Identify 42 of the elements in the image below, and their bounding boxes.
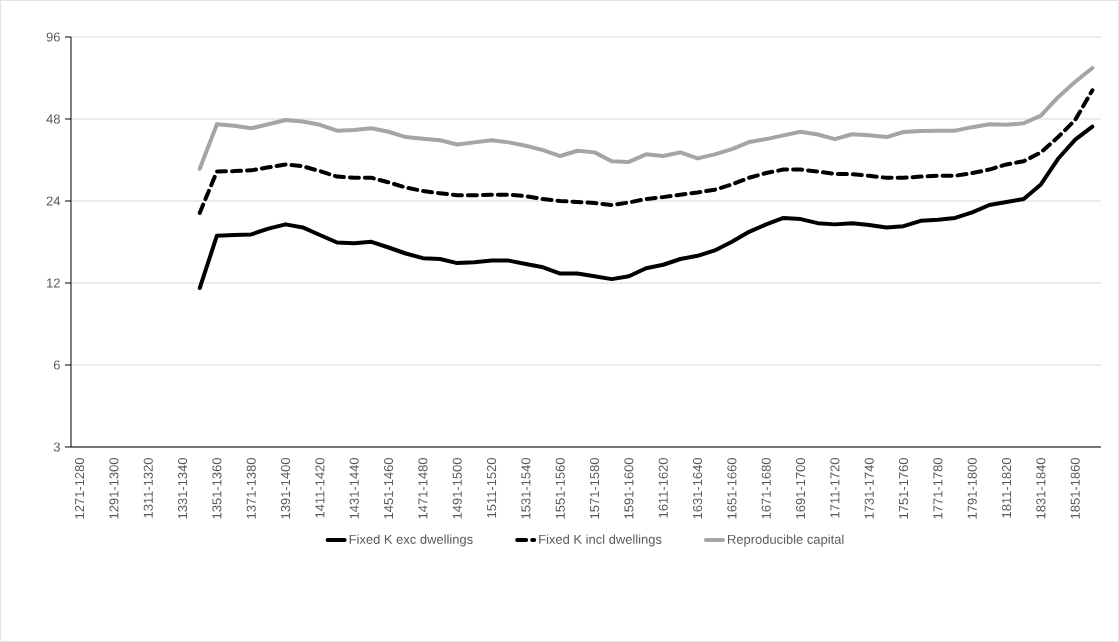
x-tick-label: 1611-1620 bbox=[658, 458, 668, 518]
y-tick-label: 3 bbox=[53, 442, 60, 452]
x-tick-label: 1491-1500 bbox=[452, 458, 462, 519]
x-tick-label: 1451-1460 bbox=[383, 458, 394, 519]
line-series bbox=[197, 124, 1095, 291]
x-tick-label: 1811-1820 bbox=[1001, 458, 1012, 518]
x-tick-label: 1831-1840 bbox=[1036, 458, 1046, 519]
x-tick-label: 1771-1780 bbox=[933, 458, 943, 519]
x-tick-label: 1651-1660 bbox=[727, 458, 737, 519]
x-tick-label: 1671-1680 bbox=[761, 458, 771, 519]
y-tick-label: 24 bbox=[46, 196, 61, 206]
x-tick-label: 1731-1740 bbox=[864, 458, 874, 519]
x-tick-label: 1531-1540 bbox=[521, 458, 531, 519]
line-series bbox=[197, 65, 1095, 171]
x-tick-label: 1391-1400 bbox=[280, 458, 291, 519]
x-tick-label: 1571-1580 bbox=[589, 458, 600, 519]
x-tick-label: 1591-1600 bbox=[624, 458, 634, 519]
x-tick-label: 1851-1860 bbox=[1070, 458, 1080, 519]
x-tick-label: 1411-1420 bbox=[315, 458, 325, 518]
y-tick-label: 96 bbox=[46, 32, 60, 42]
x-tick-label: 1551-1560 bbox=[555, 458, 565, 519]
x-tick-label: 1311-1320 bbox=[143, 458, 153, 518]
x-tick-label: 1791-1800 bbox=[967, 458, 977, 519]
x-tick-label: 1291-1300 bbox=[109, 458, 119, 519]
x-tick-label: 1351-1360 bbox=[212, 458, 222, 519]
x-tick-label: 1751-1760 bbox=[898, 458, 909, 519]
x-tick-label: 1431-1440 bbox=[349, 458, 359, 519]
line-series bbox=[197, 88, 1095, 215]
x-tick-label: 1271-1280 bbox=[75, 458, 85, 519]
y-tick-label: 12 bbox=[47, 278, 60, 288]
x-tick-label: 1691-1700 bbox=[795, 458, 806, 519]
legend-label: Fixed K incl dwellings bbox=[539, 534, 662, 547]
x-tick-label: 1331-1340 bbox=[177, 458, 188, 519]
x-tick-label: 1711-1720 bbox=[830, 458, 840, 518]
x-tick-label: 1631-1640 bbox=[692, 458, 703, 519]
legend-label: Reproducible capital bbox=[728, 534, 844, 547]
x-tick-label: 1511-1520 bbox=[486, 458, 497, 518]
x-tick-label: 1371-1380 bbox=[246, 458, 256, 519]
y-tick-label: 48 bbox=[46, 114, 60, 124]
legend-label: Fixed K exc dwellings bbox=[349, 534, 473, 547]
y-tick-label: 6 bbox=[53, 360, 60, 370]
x-tick-label: 1471-1480 bbox=[418, 458, 428, 519]
